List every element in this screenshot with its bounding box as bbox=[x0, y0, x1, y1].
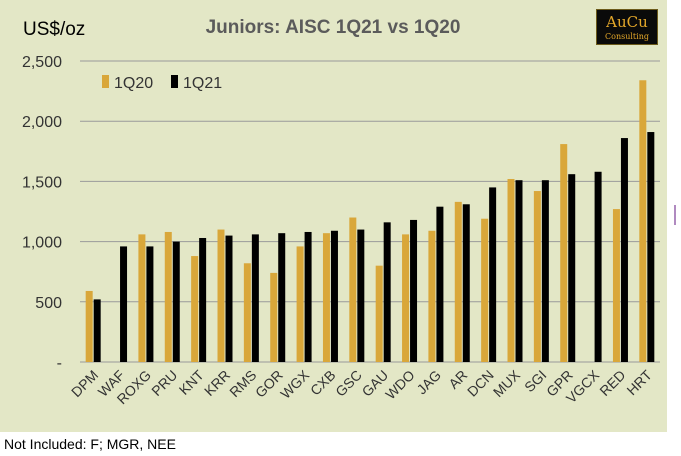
bar-1q20-red bbox=[612, 209, 620, 362]
legend-label: 1Q20 bbox=[114, 75, 153, 92]
bar-1q20-dcn bbox=[481, 218, 489, 362]
x-tick-label: RED bbox=[596, 367, 628, 399]
bar-1q21-waf bbox=[120, 246, 128, 362]
bar-1q20-wdo bbox=[402, 234, 410, 362]
aucu-logo: AuCu Consulting bbox=[596, 9, 658, 45]
x-tick-label: HRT bbox=[623, 366, 655, 398]
y-axis-label: US$/oz bbox=[23, 19, 85, 40]
logo-subtext: Consulting bbox=[605, 32, 649, 41]
x-tick-label: GSC bbox=[332, 367, 365, 400]
bar-1q21-pru bbox=[172, 241, 180, 362]
bar-1q20-pru bbox=[164, 231, 172, 362]
bar-1q21-hrt bbox=[647, 132, 655, 362]
y-tick-label: 1,500 bbox=[22, 174, 62, 191]
bar-1q21-roxg bbox=[146, 246, 154, 362]
x-tick-label: KNT bbox=[176, 366, 207, 397]
legend-swatch bbox=[171, 75, 178, 88]
bar-1q21-gor bbox=[278, 233, 286, 362]
y-tick-label: - bbox=[57, 355, 62, 372]
bar-1q20-hrt bbox=[639, 80, 647, 362]
x-tick-label: KRR bbox=[201, 367, 233, 399]
footnote: Not Included: F; MGR, NEE bbox=[4, 436, 176, 452]
bar-1q20-rms bbox=[243, 263, 251, 362]
bar-1q20-cxb bbox=[322, 233, 330, 362]
bar-1q21-vgcx bbox=[594, 171, 602, 362]
bar-1q21-gpr bbox=[568, 174, 576, 362]
bar-1q21-cxb bbox=[330, 230, 338, 362]
bar-1q21-rms bbox=[251, 234, 259, 362]
bar-1q20-wgx bbox=[296, 246, 304, 362]
x-tick-label: MUX bbox=[490, 366, 524, 400]
bar-1q21-krr bbox=[225, 235, 233, 362]
bar-1q20-roxg bbox=[138, 234, 146, 362]
bar-1q21-knt bbox=[199, 237, 207, 362]
bar-1q21-dcn bbox=[489, 187, 497, 362]
y-tick-label: 1,000 bbox=[22, 235, 62, 252]
y-tick-label: 2,500 bbox=[22, 54, 62, 71]
bar-1q20-gpr bbox=[560, 144, 568, 362]
bar-1q20-krr bbox=[217, 229, 225, 362]
bar-1q21-wdo bbox=[410, 219, 418, 362]
x-tick-label: CXB bbox=[307, 367, 339, 399]
bar-1q20-sgi bbox=[533, 191, 541, 362]
x-tick-label: DCN bbox=[464, 367, 497, 400]
x-tick-label: RMS bbox=[226, 367, 259, 400]
bar-1q21-wgx bbox=[304, 231, 312, 362]
y-tick-label: 500 bbox=[35, 295, 62, 312]
bar-1q20-mux bbox=[507, 178, 515, 362]
bar-1q20-knt bbox=[191, 256, 199, 362]
bar-1q21-mux bbox=[515, 180, 523, 362]
edge-marker bbox=[674, 205, 676, 225]
bar-1q20-gor bbox=[270, 272, 278, 362]
x-tick-label: PRU bbox=[148, 367, 180, 399]
x-tick-label: GOR bbox=[252, 367, 286, 401]
x-tick-label: WGX bbox=[277, 366, 312, 401]
bar-1q21-sgi bbox=[541, 180, 549, 362]
bar-1q20-jag bbox=[428, 230, 436, 362]
logo-text: AuCu bbox=[606, 13, 648, 31]
x-tick-label: WDO bbox=[382, 367, 418, 403]
x-tick-label: DPM bbox=[68, 367, 101, 400]
bar-1q20-dpm bbox=[85, 290, 93, 362]
legend-swatch bbox=[102, 75, 109, 88]
y-tick-label: 2,000 bbox=[22, 114, 62, 131]
bar-chart: Juniors: AISC 1Q21 vs 1Q20 US$/oz - 500 1,00… bbox=[22, 17, 660, 407]
bar-1q20-gsc bbox=[349, 217, 357, 362]
legend-label: 1Q21 bbox=[183, 75, 222, 92]
bar-1q21-gau bbox=[383, 222, 391, 362]
bar-1q21-jag bbox=[436, 206, 444, 362]
bar-1q21-ar bbox=[462, 204, 470, 362]
bar-1q21-dpm bbox=[93, 299, 101, 362]
bar-1q20-ar bbox=[454, 201, 462, 362]
bar-1q21-gsc bbox=[357, 229, 365, 362]
chart-title: Juniors: AISC 1Q21 vs 1Q20 bbox=[206, 17, 461, 38]
bar-1q20-gau bbox=[375, 265, 383, 362]
x-tick-label: JAG bbox=[413, 367, 444, 398]
bar-1q21-red bbox=[620, 138, 628, 362]
